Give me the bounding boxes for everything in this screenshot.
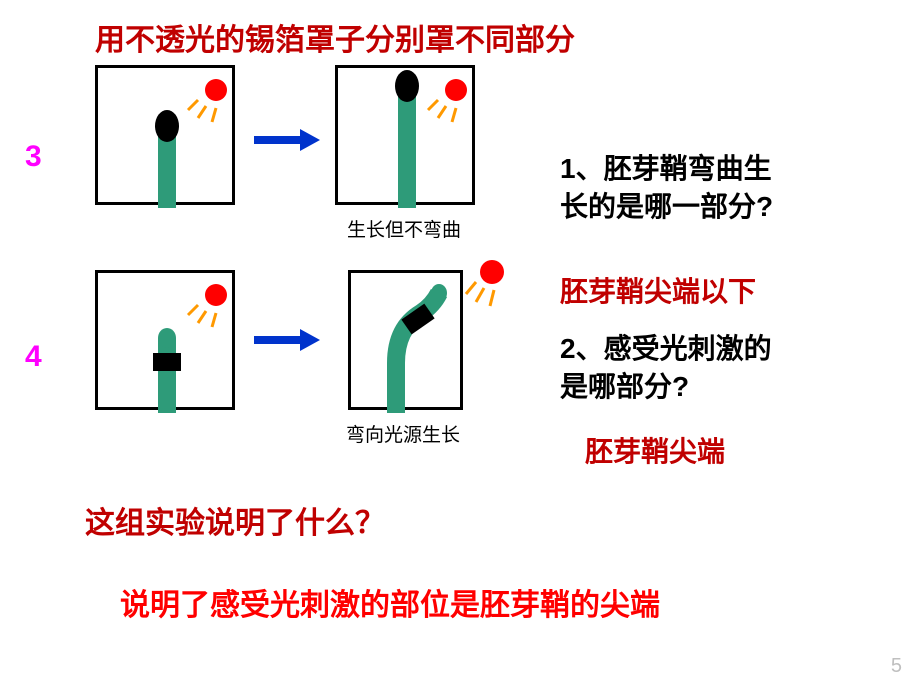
arrow-4 bbox=[252, 325, 322, 355]
panel-4b bbox=[348, 270, 463, 410]
page-number: 5 bbox=[891, 655, 902, 678]
q1-line2: 长的是哪一部分? bbox=[560, 191, 773, 222]
sun-4b bbox=[462, 252, 522, 322]
panel-3b bbox=[335, 65, 475, 205]
conclusion-text: 说明了感受光刺激的部位是胚芽鞘的尖端 bbox=[120, 580, 660, 624]
question-2: 2、感受光刺激的 是哪部分? bbox=[560, 330, 772, 406]
caption-3: 生长但不弯曲 bbox=[347, 215, 461, 242]
bottom-question: 这组实验说明了什么？ bbox=[85, 498, 385, 542]
answer-2: 胚芽鞘尖端 bbox=[585, 430, 725, 470]
answer-1: 胚芽鞘尖端以下 bbox=[560, 270, 756, 310]
arrow-3 bbox=[252, 125, 322, 155]
q2-line1: 2、感受光刺激的 bbox=[560, 333, 772, 364]
diagram-3b bbox=[338, 68, 478, 208]
row-4-number: 4 bbox=[25, 340, 42, 374]
diagram-3a bbox=[98, 68, 238, 208]
row-3-number: 3 bbox=[25, 140, 42, 174]
diagram-4a bbox=[98, 273, 238, 413]
panel-4a bbox=[95, 270, 235, 410]
q2-line2: 是哪部分? bbox=[560, 371, 689, 402]
q1-line1: 1、胚芽鞘弯曲生 bbox=[560, 153, 772, 184]
question-1: 1、胚芽鞘弯曲生 长的是哪一部分? bbox=[560, 150, 773, 226]
panel-3a bbox=[95, 65, 235, 205]
slide-title: 用不透光的锡箔罩子分别罩不同部分 bbox=[95, 15, 575, 59]
caption-4: 弯向光源生长 bbox=[346, 420, 460, 447]
diagram-4b bbox=[351, 273, 466, 413]
